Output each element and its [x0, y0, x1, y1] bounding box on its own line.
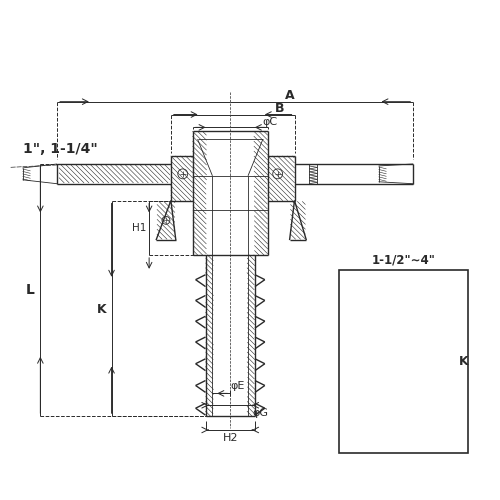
Text: B: B [275, 102, 284, 115]
Text: φE: φE [230, 382, 244, 392]
Text: 1", 1-1/4": 1", 1-1/4" [22, 142, 98, 156]
Text: K: K [459, 355, 468, 368]
Text: L: L [26, 282, 35, 296]
Bar [339, 270, 468, 452]
Text: φC: φC [262, 118, 278, 128]
Text: 1-1/2"∼4": 1-1/2"∼4" [372, 254, 435, 266]
Text: K: K [97, 303, 106, 316]
Text: H2: H2 [222, 433, 238, 443]
Text: H1: H1 [132, 223, 146, 233]
Text: A: A [284, 89, 294, 102]
Text: φG: φG [252, 408, 268, 418]
